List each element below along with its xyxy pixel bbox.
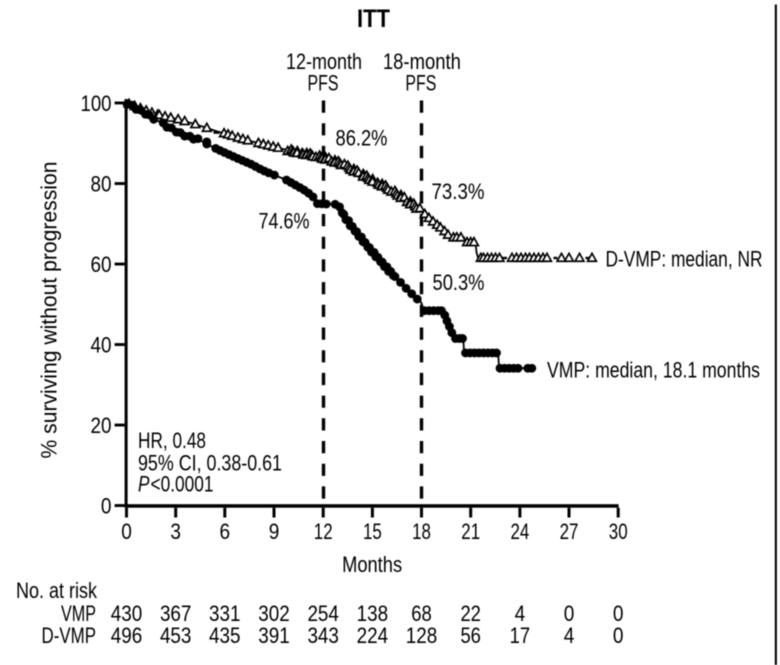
svg-text:254: 254 bbox=[307, 601, 339, 626]
svg-text:95% CI, 0.38-0.61: 95% CI, 0.38-0.61 bbox=[138, 450, 282, 475]
svg-text:4: 4 bbox=[515, 601, 526, 626]
svg-text:60: 60 bbox=[91, 252, 112, 277]
svg-text:21: 21 bbox=[461, 519, 480, 544]
svg-text:50.3%: 50.3% bbox=[433, 270, 485, 295]
svg-text:4: 4 bbox=[564, 623, 575, 648]
svg-text:P: P bbox=[138, 471, 150, 496]
svg-text:VMP: VMP bbox=[61, 601, 96, 626]
svg-text:430: 430 bbox=[111, 601, 143, 626]
svg-text:435: 435 bbox=[209, 623, 241, 648]
svg-text:224: 224 bbox=[357, 623, 389, 648]
svg-text:68: 68 bbox=[411, 601, 432, 626]
svg-text:PFS: PFS bbox=[308, 71, 339, 96]
svg-text:ITT: ITT bbox=[357, 5, 390, 33]
svg-text:0: 0 bbox=[121, 519, 132, 544]
svg-text:453: 453 bbox=[160, 623, 192, 648]
svg-text:VMP: median, 18.1 months: VMP: median, 18.1 months bbox=[547, 357, 760, 382]
svg-text:12-month: 12-month bbox=[286, 49, 362, 74]
svg-text:PFS: PFS bbox=[405, 71, 436, 96]
svg-text:15: 15 bbox=[363, 519, 382, 544]
svg-text:No. at risk: No. at risk bbox=[16, 578, 98, 603]
svg-text:86.2%: 86.2% bbox=[336, 125, 388, 150]
svg-text:0: 0 bbox=[613, 601, 624, 626]
svg-text:22: 22 bbox=[460, 601, 481, 626]
svg-text:HR, 0.48: HR, 0.48 bbox=[138, 428, 206, 453]
svg-text:D-VMP: D-VMP bbox=[42, 623, 97, 648]
svg-text:40: 40 bbox=[91, 332, 112, 357]
svg-text:17: 17 bbox=[510, 623, 531, 648]
svg-text:18: 18 bbox=[412, 519, 431, 544]
svg-text:% surviving without progressio: % surviving without progression bbox=[36, 162, 61, 459]
svg-text:391: 391 bbox=[258, 623, 290, 648]
svg-text:74.6%: 74.6% bbox=[259, 208, 310, 233]
svg-text:3: 3 bbox=[170, 519, 181, 544]
svg-text:80: 80 bbox=[91, 171, 112, 196]
svg-text:496: 496 bbox=[111, 623, 143, 648]
svg-text:9: 9 bbox=[269, 519, 280, 544]
svg-text:24: 24 bbox=[511, 519, 530, 544]
svg-text:331: 331 bbox=[209, 601, 241, 626]
svg-text:73.3%: 73.3% bbox=[432, 179, 485, 204]
svg-text:<0.0001: <0.0001 bbox=[151, 471, 214, 496]
svg-text:18-month: 18-month bbox=[383, 49, 461, 74]
svg-text:128: 128 bbox=[406, 623, 438, 648]
svg-text:0: 0 bbox=[564, 601, 575, 626]
svg-text:27: 27 bbox=[560, 519, 579, 544]
svg-text:30: 30 bbox=[609, 519, 628, 544]
svg-text:6: 6 bbox=[220, 519, 231, 544]
svg-text:56: 56 bbox=[460, 623, 481, 648]
svg-text:12: 12 bbox=[314, 519, 333, 544]
svg-text:Months: Months bbox=[342, 552, 402, 577]
svg-text:367: 367 bbox=[160, 601, 192, 626]
svg-text:20: 20 bbox=[91, 413, 112, 438]
svg-text:343: 343 bbox=[307, 623, 339, 648]
svg-text:302: 302 bbox=[258, 601, 290, 626]
svg-text:D-VMP: median, NR: D-VMP: median, NR bbox=[606, 246, 763, 271]
svg-text:100: 100 bbox=[81, 91, 112, 116]
svg-text:138: 138 bbox=[357, 601, 389, 626]
svg-text:0: 0 bbox=[613, 623, 624, 648]
svg-text:0: 0 bbox=[101, 493, 112, 518]
